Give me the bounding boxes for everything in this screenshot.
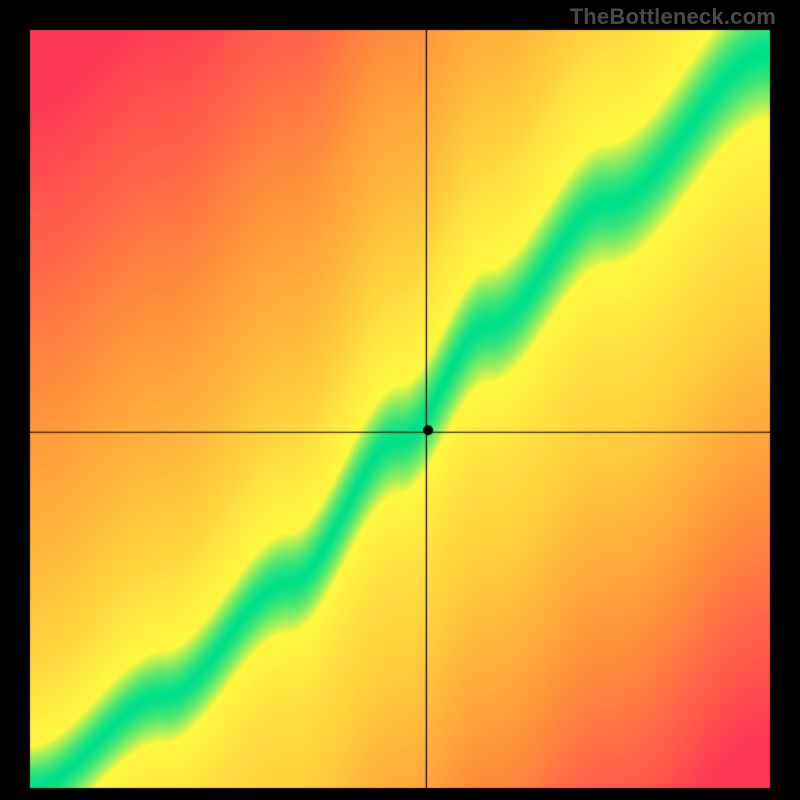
chart-container: TheBottleneck.com: [0, 0, 800, 800]
watermark-text: TheBottleneck.com: [570, 4, 776, 30]
bottleneck-heatmap: [0, 0, 800, 800]
